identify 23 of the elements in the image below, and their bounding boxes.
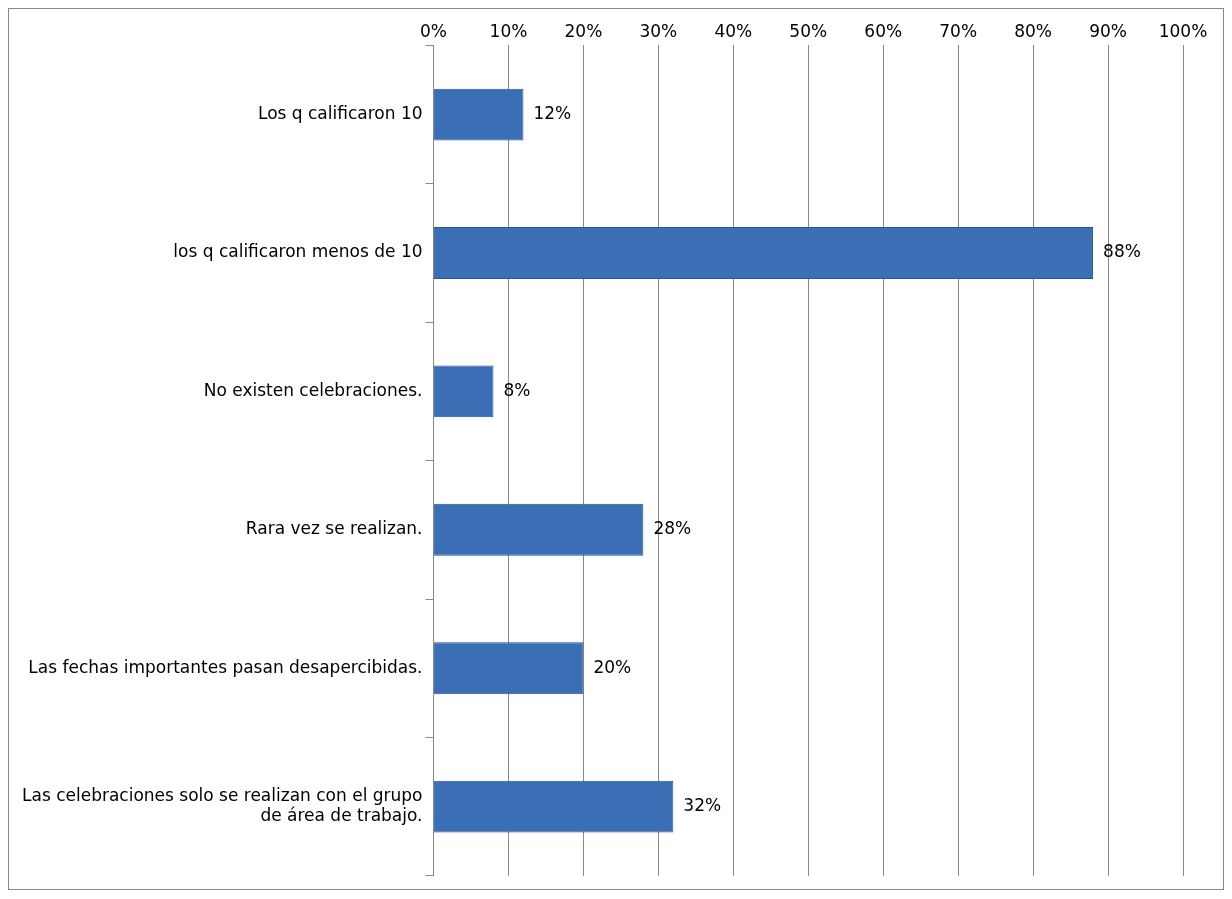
x-tick-label: 20% <box>564 20 603 41</box>
x-tick-label: 70% <box>939 20 978 41</box>
data-label: 12% <box>533 103 572 124</box>
data-label: 28% <box>653 518 692 539</box>
x-tick-label: 30% <box>639 20 678 41</box>
y-tick-label: Los q calificaron 10 <box>257 103 423 124</box>
y-tick-label: Rara vez se realizan. <box>245 518 423 539</box>
x-tick-label: 10% <box>489 20 528 41</box>
data-label: 88% <box>1103 241 1141 262</box>
x-tick-label: 0% <box>420 20 448 41</box>
y-tick-label: los q calificaron menos de 10 <box>173 241 423 262</box>
data-label: 8% <box>503 379 531 400</box>
x-tick-label: 80% <box>1014 20 1052 41</box>
y-tick-label: No existen celebraciones. <box>203 379 423 400</box>
y-tick-label: Las fechas importantes pasan desapercibidas. <box>28 656 423 677</box>
x-tick-label: 50% <box>789 20 828 41</box>
x-tick-label: 40% <box>714 20 753 41</box>
x-tick-label: 100% <box>1158 20 1208 41</box>
data-label: 32% <box>683 795 722 816</box>
x-tick-label: 90% <box>1089 20 1127 41</box>
y-tick-label: Las celebraciones solo se realizan con el grupo de área de trabajo. <box>21 784 423 826</box>
x-tick-label: 60% <box>864 20 903 41</box>
data-label: 20% <box>593 656 632 677</box>
